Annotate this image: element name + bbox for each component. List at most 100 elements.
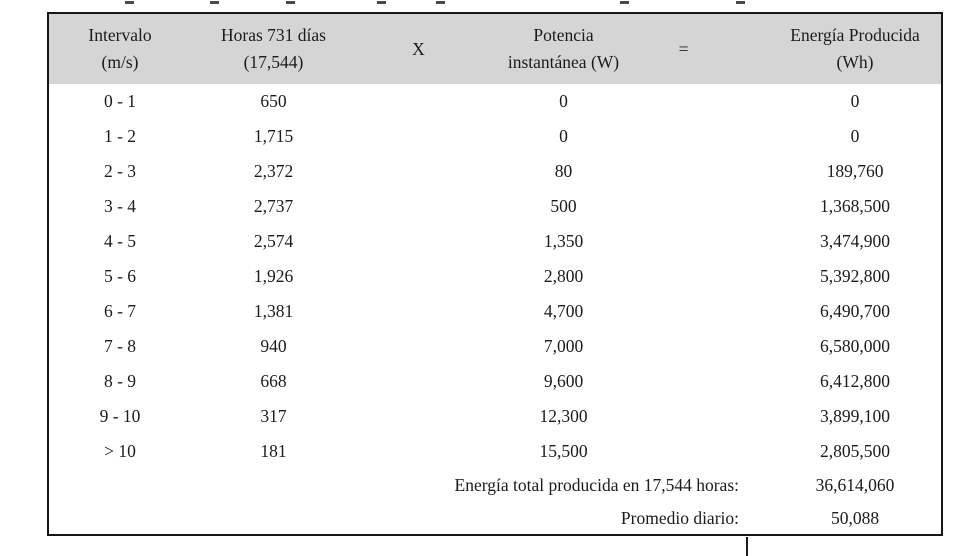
cell-spacer-multiply [356, 154, 481, 189]
cell-spacer-multiply [356, 329, 481, 364]
cell-energia: 0 [850, 126, 860, 146]
cell-potencia: 0 [559, 126, 568, 146]
table-row: 4 - 5 2,574 1,350 3,474,900 [48, 224, 942, 259]
daily-average-row: Promedio diario: 50,088 [48, 502, 942, 535]
table-row: 2 - 3 2,372 80 189,760 [48, 154, 942, 189]
cell-energia: 3,899,100 [820, 406, 890, 426]
table-row: 9 - 10 317 12,300 3,899,100 [48, 399, 942, 434]
crop-artifact-vertical-rule [746, 537, 748, 556]
crop-artifact-tick [620, 1, 629, 4]
cell-energia: 0 [850, 91, 860, 111]
header-energia-line2: (Wh) [836, 52, 874, 72]
equals-operator: = [678, 38, 689, 59]
header-horas-line1: Horas 731 días [221, 25, 326, 45]
cell-horas: 2,737 [253, 196, 294, 216]
cell-spacer-equals [646, 224, 721, 259]
header-horas-line2: (17,544) [243, 52, 304, 72]
cell-energia: 189,760 [826, 161, 884, 181]
cell-spacer-equals [646, 84, 721, 119]
cell-energia: 3,474,900 [820, 231, 890, 251]
header-intervalo-line1: Intervalo [88, 25, 152, 45]
cell-horas: 317 [260, 406, 287, 426]
cell-intervalo: > 10 [104, 441, 136, 461]
cell-potencia: 7,000 [543, 336, 584, 356]
header-intervalo-line2: (m/s) [101, 52, 139, 72]
total-label-cell: Energía total producida en 17,544 horas: [48, 469, 739, 502]
cell-horas: 668 [260, 371, 287, 391]
daily-average-label: Promedio diario: [620, 507, 739, 528]
cell-energia: 1,368,500 [820, 196, 890, 216]
cell-spacer-multiply [356, 224, 481, 259]
header-potencia-line2: instantánea (W) [507, 52, 620, 72]
cell-potencia: 500 [550, 196, 577, 216]
table-row: 8 - 9 668 9,600 6,412,800 [48, 364, 942, 399]
cell-spacer-multiply [356, 84, 481, 119]
cell-spacer-multiply [356, 434, 481, 469]
cell-spacer-equals [646, 294, 721, 329]
cell-spacer-equals [646, 189, 721, 224]
header-horas: Horas 731 días (17,544) [191, 13, 356, 84]
daily-average-label-cell: Promedio diario: [48, 502, 739, 535]
cell-potencia: 80 [554, 161, 573, 181]
crop-artifact-tick [125, 1, 134, 4]
cell-spacer-multiply [356, 294, 481, 329]
cell-horas: 2,372 [253, 161, 294, 181]
table-row: 7 - 8 940 7,000 6,580,000 [48, 329, 942, 364]
table-row: 5 - 6 1,926 2,800 5,392,800 [48, 259, 942, 294]
table-row: 1 - 2 1,715 0 0 [48, 119, 942, 154]
total-label: Energía total producida en 17,544 horas: [454, 475, 739, 495]
total-row: Energía total producida en 17,544 horas:… [48, 469, 942, 502]
cell-intervalo: 0 - 1 [103, 91, 137, 111]
cell-spacer-equals [646, 329, 721, 364]
cell-intervalo: 2 - 3 [103, 161, 137, 181]
cell-intervalo: 6 - 7 [103, 301, 137, 321]
cell-intervalo: 9 - 10 [99, 406, 141, 426]
cell-intervalo: 3 - 4 [103, 196, 137, 216]
cell-spacer-equals [646, 399, 721, 434]
energy-production-table-container: Intervalo (m/s) Horas 731 días (17,544) … [47, 12, 943, 536]
crop-artifact-tick [736, 1, 745, 4]
cell-potencia: 15,500 [539, 441, 588, 461]
header-potencia: Potencia instantánea (W) [481, 13, 646, 84]
cell-potencia: 1,350 [543, 231, 584, 251]
table-footer: Energía total producida en 17,544 horas:… [48, 469, 942, 535]
cell-energia: 6,580,000 [820, 336, 890, 356]
cell-spacer-equals [646, 119, 721, 154]
header-potencia-line1: Potencia [533, 25, 594, 45]
table-row: 3 - 4 2,737 500 1,368,500 [48, 189, 942, 224]
daily-average-value: 50,088 [830, 507, 880, 528]
total-value: 36,614,060 [815, 475, 895, 495]
table-row: 0 - 1 650 0 0 [48, 84, 942, 119]
cell-energia: 6,412,800 [820, 371, 890, 391]
header-energia-line1: Energía Producida [790, 25, 920, 45]
cell-intervalo: 5 - 6 [103, 266, 137, 286]
crop-artifact-tick [210, 1, 219, 4]
crop-artifact-tick [286, 1, 295, 4]
cell-intervalo: 1 - 2 [103, 126, 137, 146]
cell-potencia: 4,700 [543, 301, 584, 321]
cell-energia: 5,392,800 [820, 266, 890, 286]
cell-spacer-multiply [356, 119, 481, 154]
header-intervalo: Intervalo (m/s) [48, 13, 191, 84]
cell-energia: 6,490,700 [820, 301, 890, 321]
cell-potencia: 12,300 [539, 406, 588, 426]
cell-horas: 2,574 [253, 231, 294, 251]
cell-spacer-multiply [356, 364, 481, 399]
table-body: 0 - 1 650 0 0 1 - 2 1,715 0 0 2 - 3 2,37… [48, 84, 942, 469]
cell-horas: 940 [260, 336, 287, 356]
cell-horas: 1,381 [253, 301, 294, 321]
cell-horas: 1,926 [253, 266, 294, 286]
table-row: 6 - 7 1,381 4,700 6,490,700 [48, 294, 942, 329]
cell-spacer-multiply [356, 189, 481, 224]
table-row: > 10 181 15,500 2,805,500 [48, 434, 942, 469]
cell-potencia: 9,600 [543, 371, 584, 391]
cell-spacer-equals [646, 154, 721, 189]
cell-energia: 2,805,500 [820, 441, 890, 461]
table-header: Intervalo (m/s) Horas 731 días (17,544) … [48, 13, 942, 84]
cell-spacer-equals [646, 364, 721, 399]
cell-horas: 1,715 [253, 126, 294, 146]
energy-production-table: Intervalo (m/s) Horas 731 días (17,544) … [47, 12, 943, 536]
cell-potencia: 0 [559, 91, 568, 111]
crop-artifact-tick [377, 1, 386, 4]
cell-intervalo: 7 - 8 [103, 336, 137, 356]
